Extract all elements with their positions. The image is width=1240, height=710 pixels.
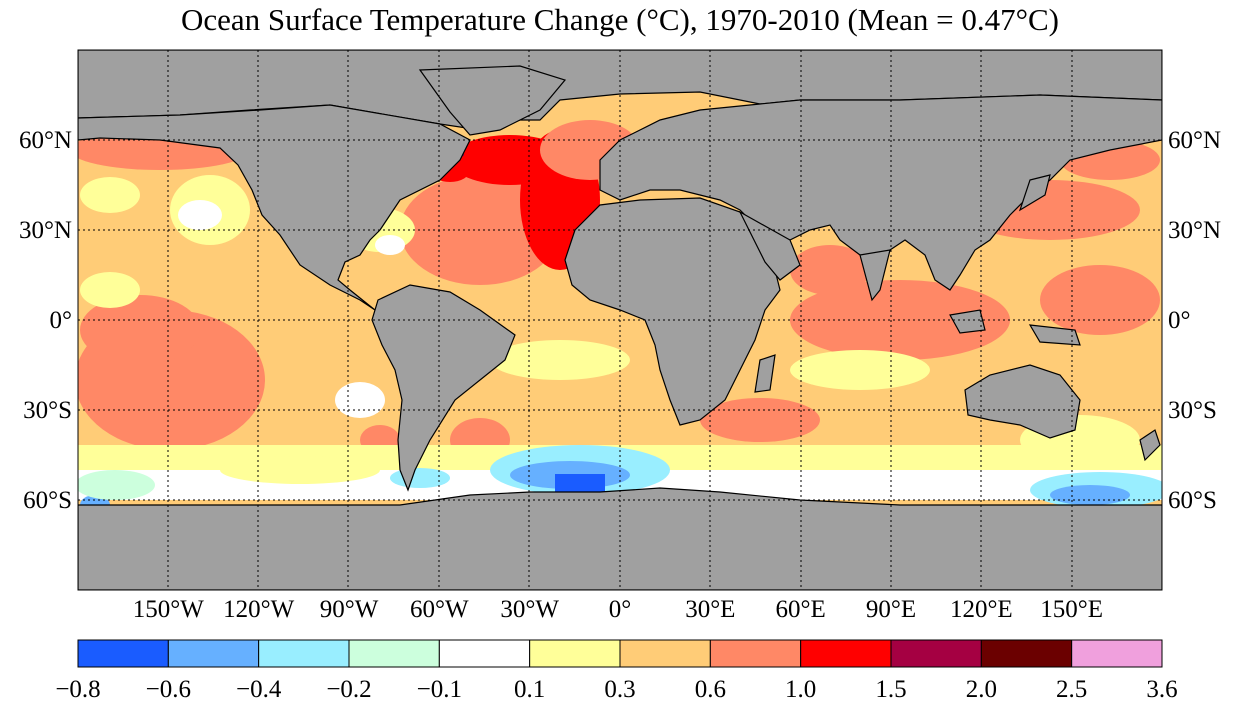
colorbar-tick-label: −0.4 [236, 676, 282, 703]
lat-label-right: 60°N [1168, 127, 1221, 154]
lat-label-left: 30°S [23, 397, 72, 424]
longitude-labels: 150°W 120°W 90°W 60°W 30°W 0° 30°E 60°E 90°E 120°… [133, 596, 1103, 623]
colorbar-swatch [438, 639, 531, 668]
colorbar-swatch [709, 639, 802, 668]
antarctica [78, 487, 1162, 590]
colorbar-swatch [980, 639, 1073, 668]
colorbar-tick-label: 0.1 [514, 676, 545, 703]
lon-label: 120°E [950, 596, 1013, 623]
lon-label: 150°E [1040, 596, 1103, 623]
colorbar-tick-label: 3.6 [1146, 676, 1177, 703]
lon-label: 90°E [866, 596, 916, 623]
lat-label-right: 30°N [1168, 217, 1221, 244]
colorbar-swatch [529, 639, 621, 668]
colorbar-tick-label: 0.3 [604, 676, 635, 703]
map-plot [78, 50, 1162, 590]
colorbar-tick-label: 0.6 [695, 676, 726, 703]
colorbar [77, 639, 1163, 668]
lon-label: 90°W [320, 596, 379, 623]
colorbar-swatch [258, 639, 350, 668]
south-america [371, 284, 516, 492]
colorbar-labels: −0.8 −0.6 −0.4 −0.2 −0.1 0.1 0.3 0.6 1.0 1.5 2.0 2.… [55, 676, 1177, 703]
lon-label: 120°W [223, 596, 294, 623]
lon-label: 60°E [776, 596, 826, 623]
greenland [418, 65, 567, 136]
colorbar-tick-label: 2.5 [1056, 676, 1087, 703]
lat-label-right: 0° [1168, 307, 1191, 334]
north-america [78, 104, 471, 311]
eurasia [599, 94, 1162, 291]
colorbar-tick-label: 2.0 [966, 676, 997, 703]
colorbar-swatch [890, 639, 982, 668]
colorbar-tick-label: −0.2 [326, 676, 371, 703]
lat-label-left: 30°N [19, 217, 72, 244]
lon-label: 30°E [685, 596, 735, 623]
lon-label: 60°W [410, 596, 469, 623]
colorbar-tick-label: −0.6 [146, 676, 191, 703]
colorbar-tick-label: 1.5 [875, 676, 906, 703]
map-title: Ocean Surface Temperature Change (°C), 1… [181, 2, 1059, 37]
map-frame [77, 49, 1163, 591]
colorbar-tick-label: 1.0 [785, 676, 816, 703]
lat-label-left: 60°N [19, 127, 72, 154]
africa [564, 197, 781, 426]
colorbar-tick-label: −0.1 [417, 676, 462, 703]
colorbar-swatch [1071, 639, 1163, 668]
lat-label-right: 60°S [1168, 487, 1217, 514]
lat-label-left: 60°S [23, 487, 72, 514]
graticule [78, 50, 1162, 590]
lat-label-right: 30°S [1168, 397, 1217, 424]
lon-label: 0° [609, 596, 632, 623]
lat-label-left: 0° [50, 307, 73, 334]
colorbar-swatch [77, 639, 169, 668]
lon-label: 150°W [133, 596, 204, 623]
colorbar-swatch [348, 639, 440, 668]
lon-label: 30°W [500, 596, 559, 623]
australia [964, 364, 1081, 439]
colorbar-swatch [800, 639, 892, 668]
colorbar-tick-label: −0.8 [55, 676, 100, 703]
latitude-labels: 60°N 60°N 30°N 30°N 0° 0° 30°S 30°S 60°S 60°S [19, 127, 1221, 514]
colorbar-swatch [167, 639, 260, 668]
colorbar-swatch [619, 639, 711, 668]
